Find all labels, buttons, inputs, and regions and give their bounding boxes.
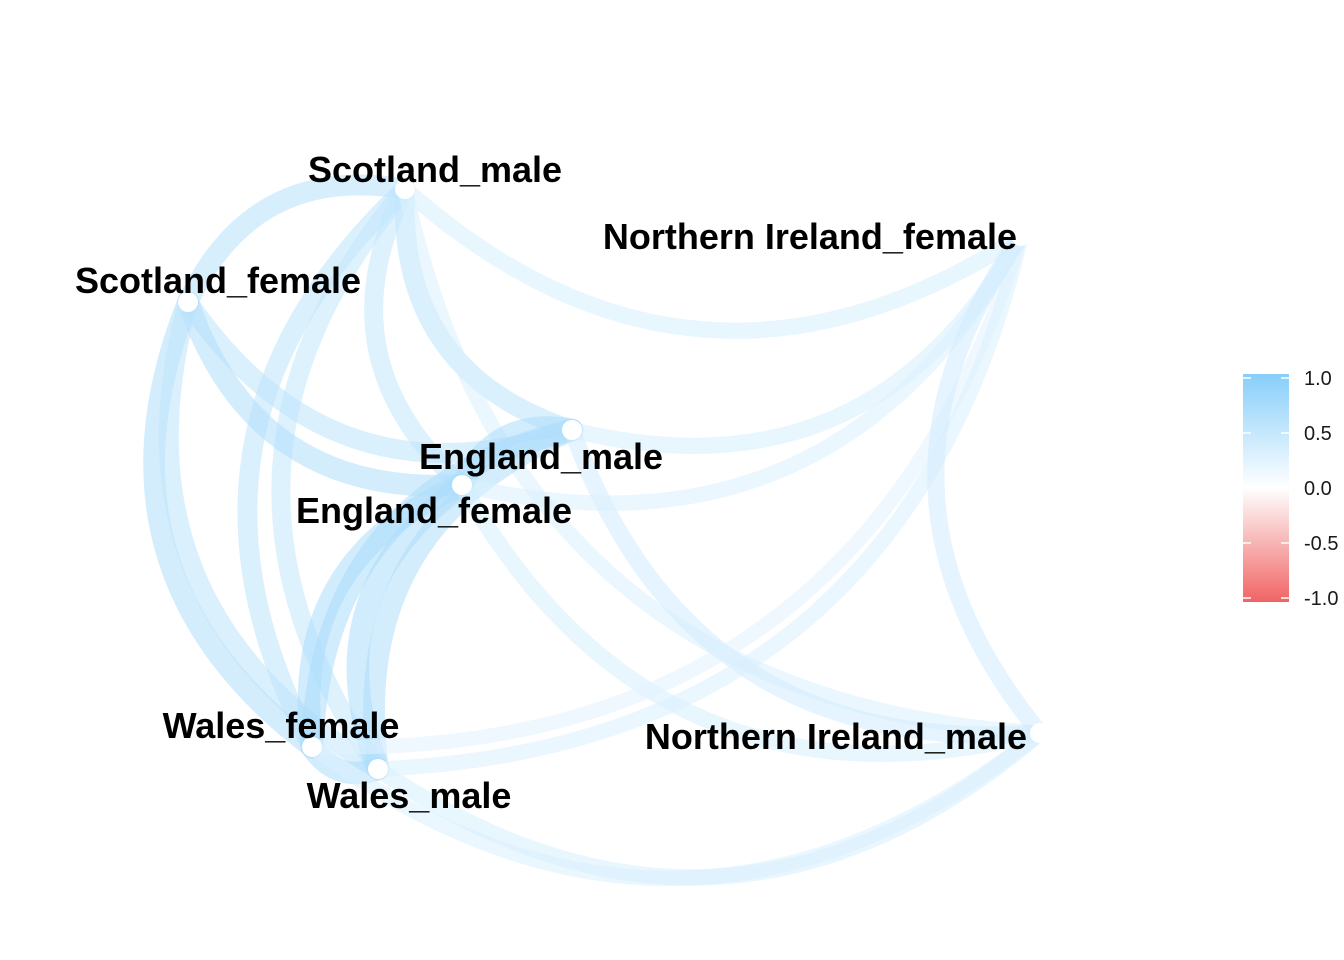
labels-layer: Scotland_male Scotland_female Northern Ire…: [75, 149, 1027, 816]
edge-wales-female-to-northern-ireland-female: [304, 228, 1029, 755]
legend-tick-label: -0.5: [1304, 533, 1338, 555]
node-label-wales-male: Wales_male: [307, 775, 512, 816]
edge-scotland-male-to-wales-female: [237, 179, 415, 757]
node-label-england-female: England_female: [296, 490, 572, 531]
edge-northern-ireland-female-to-northern-ireland-male: [927, 227, 1049, 742]
edges-layer: [143, 174, 1049, 887]
node-label-northern-ireland-female: Northern Ireland_female: [603, 216, 1017, 257]
node-wales-female: [302, 737, 322, 757]
edge-england-male-to-wales-male: [363, 419, 583, 780]
nodes-layer: [178, 179, 1050, 779]
edge-england-female-to-wales-male: [346, 473, 474, 781]
edge-scotland-female-to-england-female: [177, 291, 473, 497]
node-northern-ireland-female: [1011, 226, 1031, 246]
node-label-northern-ireland-male: Northern Ireland_male: [645, 716, 1027, 757]
edge-scotland-male-to-scotland-female: [177, 174, 416, 313]
node-england-female: [452, 475, 472, 495]
edge-england-female-to-northern-ireland-male: [453, 476, 1049, 762]
legend-tick-label: 1.0: [1304, 368, 1332, 390]
legend-tick-label: -1.0: [1304, 588, 1338, 610]
legend-tick-label: 0.5: [1304, 423, 1332, 445]
color-legend: 1.0 0.5 0.0 -0.5 -1.0: [1243, 368, 1338, 610]
legend-ticks: 1.0 0.5 0.0 -0.5 -1.0: [1243, 368, 1338, 610]
node-label-scotland-male: Scotland_male: [308, 149, 562, 190]
legend-tick-label: 0.0: [1304, 478, 1332, 500]
node-england-male: [562, 420, 582, 440]
node-label-wales-female: Wales_female: [163, 705, 400, 746]
edge-scotland-male-to-northern-ireland-male: [397, 181, 1048, 741]
node-northern-ireland-male: [1030, 723, 1050, 743]
node-wales-male: [368, 759, 388, 779]
node-label-england-male: England_male: [419, 436, 663, 477]
node-scotland-female: [178, 292, 198, 312]
edge-scotland-male-to-england-male: [394, 179, 582, 440]
node-scotland-male: [395, 179, 415, 199]
edge-wales-male-to-northern-ireland-female: [370, 228, 1029, 777]
edge-wales-male-to-northern-ireland-male: [369, 724, 1049, 886]
node-label-scotland-female: Scotland_female: [75, 260, 361, 301]
edge-scotland-male-to-northern-ireland-female: [396, 180, 1030, 339]
